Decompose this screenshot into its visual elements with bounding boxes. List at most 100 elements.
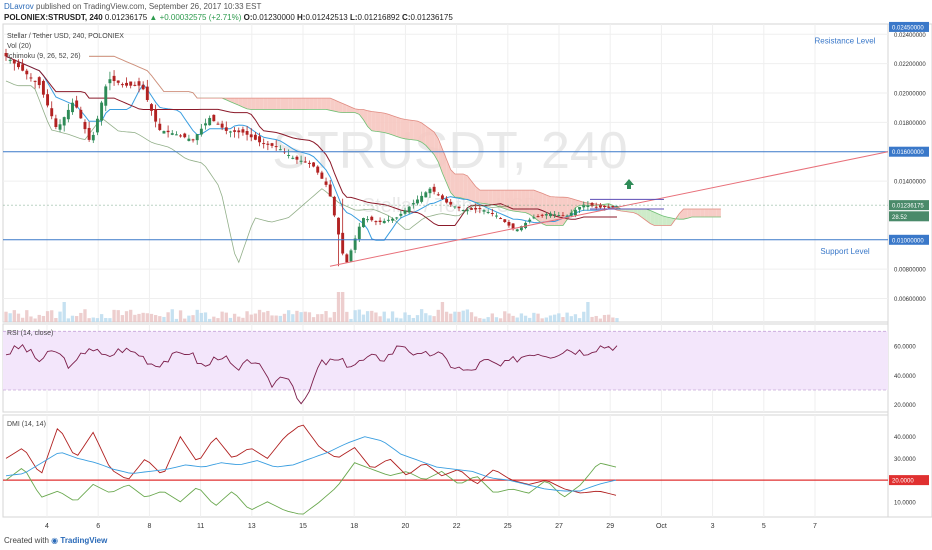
candle-body <box>349 250 353 262</box>
candle-body <box>540 214 544 216</box>
volume-bar <box>532 312 536 322</box>
candle-body <box>573 209 577 216</box>
candle-body <box>174 134 178 136</box>
ichimoku-cloud-segment <box>629 209 634 213</box>
ichimoku-cloud-segment <box>542 193 547 226</box>
candle-body <box>449 202 453 205</box>
volume-bar <box>607 314 611 322</box>
volume-bar <box>615 318 619 322</box>
candle-body <box>179 135 183 137</box>
candle-body <box>615 206 619 208</box>
publish-info: DLavrov published on TradingView.com, Se… <box>4 2 261 11</box>
ichimoku-cloud-segment <box>417 121 422 143</box>
candle-body <box>274 146 278 148</box>
dmi-minus-di-line <box>5 424 617 496</box>
volume-bar <box>178 310 183 322</box>
candle-body <box>565 215 569 217</box>
tradingview-brand[interactable]: TradingView <box>60 536 108 545</box>
volume-bar <box>299 312 303 322</box>
ichimoku-cloud-segment <box>226 98 231 102</box>
volume-bar <box>503 311 507 322</box>
candle-body <box>399 213 403 216</box>
ichimoku-cloud-segment <box>604 203 609 208</box>
volume-bar <box>249 314 253 322</box>
volume-bar <box>515 317 519 322</box>
candle-body <box>590 203 594 207</box>
price-tick-label: 0.02400000 <box>894 33 926 39</box>
rsi-tick-label: 60.0000 <box>894 345 916 351</box>
low-value: 0.01216892 <box>357 13 400 22</box>
candle-body <box>478 208 482 210</box>
x-tick-label: 8 <box>147 523 151 530</box>
volume-bar <box>349 318 353 322</box>
candle-body <box>91 134 95 141</box>
x-tick-label: 5 <box>762 523 766 530</box>
volume-bar <box>523 315 528 322</box>
candle-body <box>594 206 598 208</box>
x-tick-label: 4 <box>45 523 49 530</box>
candle-body <box>208 117 212 126</box>
level-annotation: Resistance Level <box>815 37 876 46</box>
price-tag <box>889 211 929 222</box>
candle-body <box>403 210 407 214</box>
volume-bar <box>149 313 154 322</box>
ichimoku-cloud-segment <box>263 98 268 110</box>
candle-body <box>578 206 582 210</box>
volume-bar <box>590 316 594 322</box>
ichimoku-cloud-segment <box>683 209 688 220</box>
volume-bar <box>411 317 415 322</box>
author-link[interactable]: DLavrov <box>4 2 34 11</box>
candle-body <box>532 217 536 219</box>
candle-body <box>324 181 328 185</box>
candle-body <box>316 166 320 173</box>
ichimoku-cloud-segment <box>513 190 518 212</box>
ichimoku-cloud-segment <box>280 98 285 110</box>
ichimoku-cloud-segment <box>238 98 243 108</box>
ichimoku-cloud-segment <box>388 114 393 136</box>
ichimoku-cloud-segment <box>691 209 696 218</box>
candle-body <box>420 195 424 202</box>
volume-bar <box>50 310 54 322</box>
candle-body <box>353 238 357 250</box>
volume-bar <box>83 309 87 322</box>
dmi-level-label: 20.0000 <box>892 479 914 485</box>
volume-bar <box>99 314 104 322</box>
candle-body <box>41 80 45 95</box>
candle-body <box>416 199 419 204</box>
candle-body <box>586 205 590 207</box>
ichimoku-cloud-segment <box>658 214 663 226</box>
candle-body <box>428 188 432 194</box>
x-tick-label: 25 <box>504 523 512 530</box>
volume-bar <box>440 302 445 322</box>
dmi-title: DMI (14, 14) <box>7 421 46 428</box>
candle-body <box>357 226 361 240</box>
candle-body <box>150 104 153 111</box>
candle-body <box>470 208 473 210</box>
volume-bar <box>390 311 395 322</box>
volume-bar <box>602 314 607 322</box>
volume-bar <box>112 309 116 322</box>
candle-body <box>582 204 586 208</box>
candle-body <box>295 156 299 160</box>
dmi-tick-label: 30.0000 <box>894 457 916 463</box>
candle-body <box>490 213 494 215</box>
volume-bar <box>436 309 440 322</box>
ichimoku-cloud-segment <box>475 186 480 203</box>
volume-bar <box>316 314 320 322</box>
candle-body <box>54 118 58 127</box>
volume-bar <box>407 314 411 322</box>
volume-bar <box>415 315 420 322</box>
volume-bar <box>403 312 407 322</box>
ichimoku-cloud-segment <box>550 196 555 226</box>
volume-bar <box>561 317 565 322</box>
candle-body <box>549 213 552 217</box>
candle-body <box>120 84 124 86</box>
ichimoku-cloud-segment <box>346 105 351 113</box>
candle-body <box>133 84 137 86</box>
close-value: 0.01236175 <box>410 13 453 22</box>
candle-body <box>33 80 37 82</box>
volume-bar <box>245 311 249 322</box>
legend-entry: Vol (20) <box>7 43 31 50</box>
ichimoku-cloud-segment <box>363 109 368 127</box>
